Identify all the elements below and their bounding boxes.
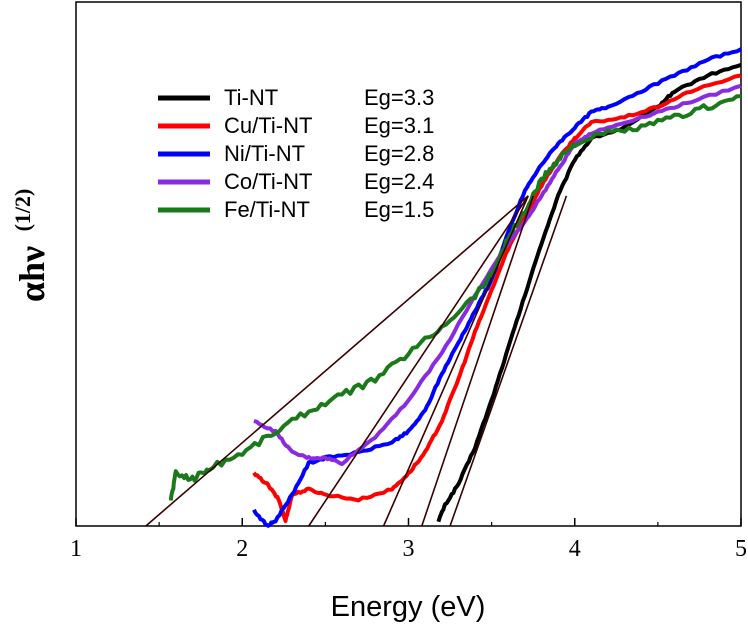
y-axis-title-main: αhν [12,246,52,302]
tangent-line-0 [145,195,529,527]
x-tick-label: 3 [403,536,415,562]
x-tick-label: 2 [236,536,248,562]
legend-eg-value: Eg=2.8 [364,141,434,166]
tangent-line-2 [382,195,529,527]
tangent-line-4 [449,195,568,527]
y-axis-title: αhν (1/2) [10,189,52,302]
series-line-fe-ti-nt [168,94,742,501]
legend-eg-value: Eg=2.4 [364,169,434,194]
plot-frame [75,1,742,527]
y-axis-title-superscript: (1/2) [10,189,35,232]
x-axis: 1 2 3 4 5 [70,518,747,562]
legend-label: Co/Ti-NT [224,169,312,194]
legend: Ti-NT Eg=3.3 Cu/Ti-NT Eg=3.1 Ni/Ti-NT Eg=2.8 C… [158,85,434,222]
x-axis-title: Energy (eV) [331,591,486,623]
series-layer [168,47,742,528]
legend-label: Fe/Ti-NT [224,197,310,222]
x-tick-label: 1 [70,536,82,562]
tangent-line-1 [308,195,529,527]
legend-label: Ni/Ti-NT [224,141,305,166]
tangent-layer [145,195,568,527]
legend-label: Ti-NT [224,85,278,110]
legend-eg-value: Eg=3.3 [364,85,434,110]
series-line-co-ti-nt [253,83,742,466]
legend-eg-value: Eg=1.5 [364,197,434,222]
x-tick-label: 5 [735,536,747,562]
x-tick-label: 4 [569,536,581,562]
legend-label: Cu/Ti-NT [224,113,312,138]
series-line-cu-ti-nt [252,73,742,524]
series-line-ti-nt [436,63,742,523]
tangent-line-3 [421,195,534,527]
series-line-ni-ti-nt [252,47,742,528]
legend-eg-value: Eg=3.1 [364,113,434,138]
